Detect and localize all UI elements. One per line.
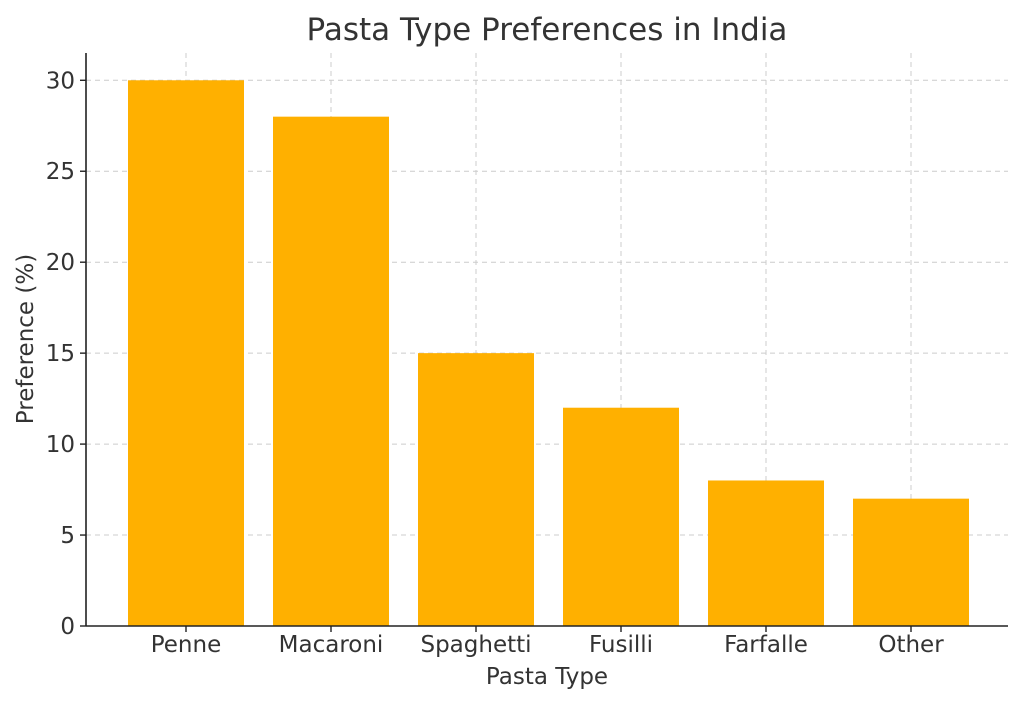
bar-fusilli: [563, 407, 679, 626]
x-tick-label-macaroni: Macaroni: [279, 632, 384, 658]
x-tick-label-spaghetti: Spaghetti: [420, 632, 531, 658]
y-tick-label: 30: [46, 68, 75, 94]
bar-farfalle: [708, 480, 824, 626]
bar-layer: [128, 80, 969, 627]
y-tick-label: 10: [46, 432, 75, 458]
y-tick-label: 25: [46, 159, 75, 185]
bar-macaroni: [273, 116, 389, 627]
x-axis-label: Pasta Type: [486, 664, 608, 690]
x-tick-label-fusilli: Fusilli: [589, 632, 653, 658]
x-tick-label-other: Other: [878, 632, 944, 658]
x-tick-label-penne: Penne: [151, 632, 222, 658]
y-tick-label: 15: [46, 341, 75, 367]
y-axis-label: Preference (%): [13, 254, 39, 424]
chart-title: Pasta Type Preferences in India: [307, 12, 788, 48]
bar-penne: [128, 80, 244, 627]
bar-other: [853, 498, 969, 626]
axis-layer: [85, 53, 1008, 627]
y-tick-label: 0: [60, 614, 75, 640]
x-tick-label-farfalle: Farfalle: [724, 632, 808, 658]
y-tick-label: 5: [60, 523, 75, 549]
bar-spaghetti: [418, 353, 534, 626]
tick-layer: 0 5 10 15 20 25 30 Penne Macaroni Spaghetti Fusill…: [46, 68, 944, 658]
y-tick-label: 20: [46, 250, 75, 276]
